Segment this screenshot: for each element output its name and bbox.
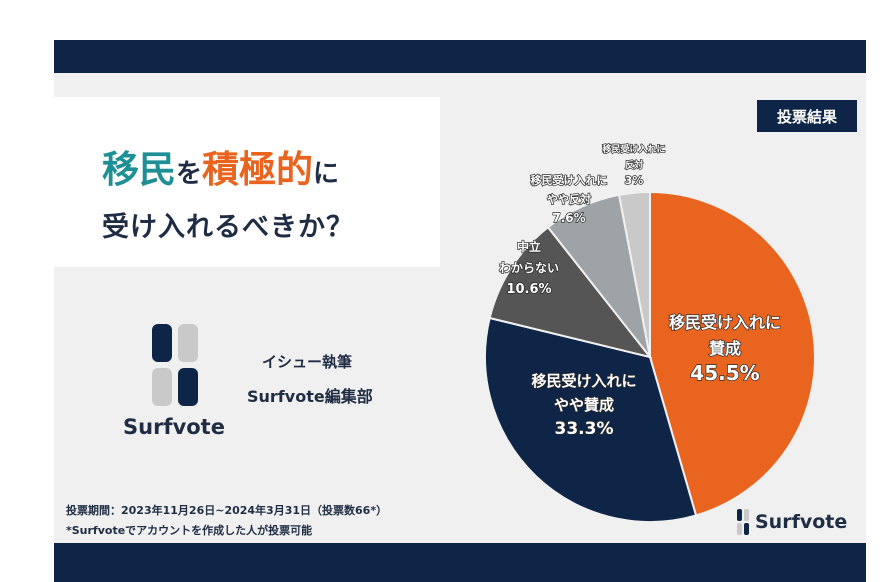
title-line-1: 移民を積極的に [102, 139, 339, 193]
slice-against-label: 移民受け入れに [602, 143, 665, 155]
slice-somewhat-favor-value-label: 33.3% [555, 419, 614, 439]
title-particle-wo: を [176, 159, 203, 189]
slice-somewhat-favor-label: 移民受け入れに [531, 372, 636, 390]
slice-neutral-value-label: 10.6% [506, 282, 551, 297]
title-line-2: 受け入れるべきか？ [102, 212, 354, 243]
slice-somewhat-against-label: 移民受け入れに [531, 173, 608, 187]
surfvote-small-logo-icon [737, 509, 749, 535]
footer-logo-text: Surfvote [755, 511, 848, 533]
author-name: Surfvote編集部 [247, 387, 373, 406]
voting-period: 投票期間：2023年11月26日~2024年3月31日（投票数66*） [66, 504, 388, 517]
slice-somewhat-against-value-label: 7.6% [552, 211, 585, 225]
slice-neutral-label: わからない [499, 261, 559, 275]
slice-favor-label: 賛成 [709, 339, 741, 358]
slice-somewhat-against-label: やや反対 [547, 192, 591, 206]
slice-against [617, 190, 651, 358]
slice-favor-value-label: 45.5% [690, 361, 759, 385]
surfvote-logo-icon [152, 324, 198, 406]
title-word-imin: 移民 [102, 148, 176, 191]
voting-note: *Surfvoteでアカウントを作成した人が投票可能 [66, 524, 313, 537]
slice-somewhat-favor [484, 316, 698, 523]
logo-text: Surfvote [123, 415, 225, 439]
slice-neutral-label: 中立 [517, 239, 541, 254]
bottom-bar [54, 543, 866, 582]
top-bar [54, 40, 866, 73]
slice-favor-label: 移民受け入れに [669, 313, 781, 332]
title-particle-ni: に [313, 159, 340, 189]
title-box: 移民を積極的に 受け入れるべきか？ [54, 97, 440, 267]
footer-brand: Surfvote [737, 509, 847, 535]
slice-neutral [488, 225, 653, 359]
infographic-card: 移民を積極的に 受け入れるべきか？ Surfvote イシュー執筆 Surfvo… [54, 40, 866, 582]
slice-somewhat-favor-label: やや賛成 [554, 396, 614, 414]
author-label: イシュー執筆 [262, 353, 353, 371]
result-badge: 投票結果 [757, 100, 857, 132]
slice-against-value-label: 3% [625, 174, 644, 187]
title-word-sekkyokuteki: 積極的 [202, 148, 314, 191]
slice-against-label: 反対 [625, 159, 643, 171]
pie-chart: 移民受け入れに賛成45.5%移民受け入れにやや賛成33.3%中立わからない10.… [484, 142, 816, 523]
slice-favor [649, 190, 816, 517]
